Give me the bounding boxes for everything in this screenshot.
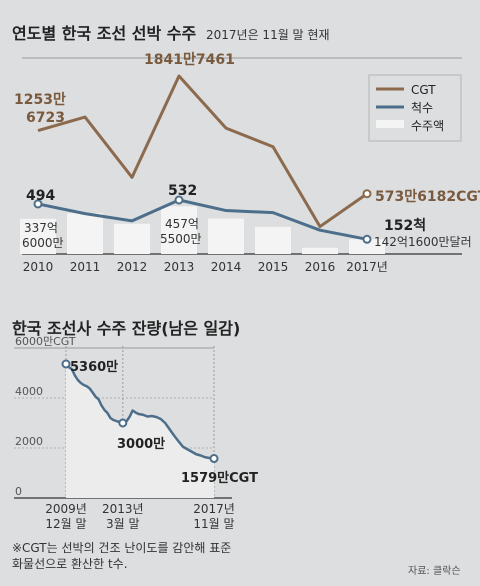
amount-2017-label: 142억1600만달러	[374, 235, 472, 249]
backlog-area	[66, 364, 214, 498]
x-tick-label: 12월 말	[45, 517, 86, 531]
x-tick-label: 3월 말	[106, 517, 140, 531]
legend-swatch-amount	[376, 120, 404, 128]
x-axis-label: 2014	[211, 260, 242, 274]
amount-2010-label-line2: 6000만	[22, 236, 64, 250]
cgt-2010-label-line1: 1253만	[14, 92, 66, 108]
amount-bar	[302, 247, 338, 254]
top-chart-title: 연도별 한국 조선 선박 수주	[12, 24, 196, 43]
bottom-chart-title: 한국 조선사 수주 잔량(남은 일감)	[12, 319, 240, 338]
x-axis-label: 2016	[305, 260, 336, 274]
y-tick-label: 0	[15, 485, 22, 498]
y-tick-label: 2000	[15, 435, 43, 448]
backlog-marker	[209, 454, 219, 464]
amount-bars	[20, 206, 385, 254]
cgt-2017-label: 573만6182CGT	[375, 189, 480, 205]
backlog-end-label: 1579만CGT	[181, 470, 258, 486]
ships-2013-marker	[174, 195, 184, 205]
ships-2013-label: 532	[168, 183, 197, 199]
backlog-markers	[61, 359, 219, 464]
backlog-mid-label: 3000만	[117, 436, 165, 452]
series-markers	[33, 189, 372, 244]
footnote-line2: 화물선으로 환산한 t수.	[12, 557, 128, 571]
amount-bar	[67, 213, 103, 254]
x-axis-label: 2013	[164, 260, 195, 274]
y-tick-label: 4000	[15, 385, 43, 398]
top-chart: 2010 2011 2012 2013 2014 2015 2016 2017년 CGT 척수…	[14, 52, 480, 274]
backlog-marker	[61, 359, 71, 369]
ships-2017-label: 152척	[384, 218, 426, 234]
cgt-2010-label-line2: 6723	[26, 110, 65, 126]
amount-2013-label-line2: 5500만	[160, 232, 202, 246]
top-chart-subtitle: 2017년은 11월 말 현재	[206, 28, 330, 42]
backlog-marker	[118, 418, 128, 428]
x-tick-label: 2017년	[193, 502, 235, 516]
amount-2010-label-line1: 337억	[24, 221, 58, 235]
legend-label-cgt: CGT	[411, 83, 436, 97]
x-axis-label: 2017년	[346, 260, 388, 274]
ships-series-line	[37, 198, 368, 241]
amount-bar	[208, 218, 244, 254]
amount-bar	[255, 226, 291, 254]
backlog-start-label: 5360만	[70, 359, 118, 375]
cgt-2013-label: 1841만7461	[144, 52, 235, 68]
x-tick-label: 2009년	[45, 502, 87, 516]
y-tick-label: 6000만CGT	[15, 335, 76, 348]
ships-2017-marker	[362, 234, 372, 244]
amount-2013-label-line1: 457억	[165, 217, 199, 231]
source-credit: 자료: 클락슨	[408, 565, 461, 577]
legend-label-amount: 수주액	[411, 119, 444, 133]
legend-label-ships: 척수	[411, 101, 433, 115]
x-axis-label: 2012	[117, 260, 148, 274]
amount-bar	[161, 206, 197, 254]
amount-bar	[20, 218, 56, 254]
amount-bar	[114, 223, 150, 254]
x-tick-label: 11월 말	[193, 517, 234, 531]
bottom-gridlines: 6000만CGT 4000 2000 0	[14, 335, 232, 499]
footnote-line1: ※CGT는 선박의 건조 난이도를 감안해 표준	[12, 541, 231, 555]
amount-bar	[349, 239, 385, 254]
x-tick-label: 2013년	[102, 502, 144, 516]
x-axis-label: 2011	[70, 260, 101, 274]
x-axis-label: 2010	[23, 260, 54, 274]
x-axis-labels: 2010 2011 2012 2013 2014 2015 2016 2017년	[23, 260, 388, 274]
cgt-2017-marker	[362, 189, 372, 199]
cgt-series-line	[37, 74, 368, 229]
x-axis-label: 2015	[258, 260, 289, 274]
backlog-line	[65, 363, 215, 460]
ships-2010-label: 494	[26, 188, 55, 204]
legend: CGT 척수 수주액	[368, 74, 462, 142]
ships-2010-marker	[33, 199, 43, 209]
